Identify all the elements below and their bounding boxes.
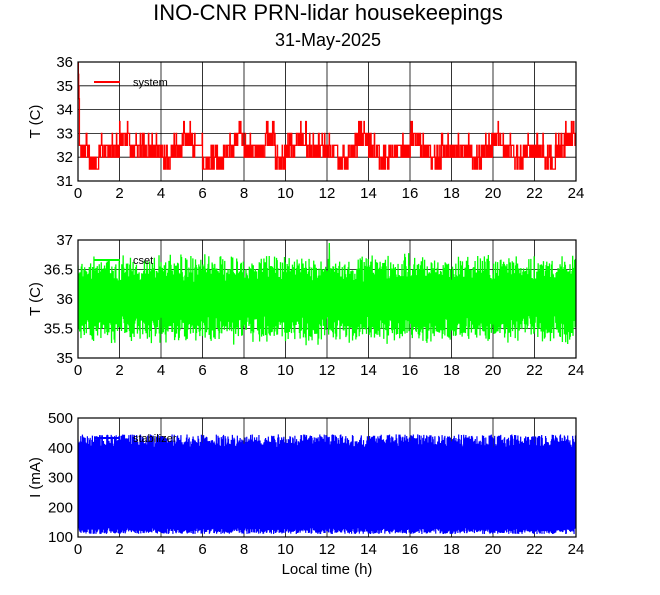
series-line-stabilizer [78,434,576,535]
y-tick-label: 100 [48,529,73,546]
legend-label-system: system [133,77,168,89]
x-tick-label: 16 [402,541,419,558]
y-axis-label: T (C) [27,282,44,316]
plot-area [78,434,576,535]
x-tick-label: 6 [198,541,206,558]
x-tick-label: 4 [157,185,165,202]
y-tick-label: 300 [48,470,73,487]
x-tick-label: 10 [277,185,294,202]
x-tick-label: 0 [74,362,82,379]
x-tick-label: 22 [526,362,543,379]
x-tick-label: 20 [485,541,502,558]
y-tick-label: 34 [56,102,73,119]
x-tick-label: 24 [568,185,585,202]
x-tick-label: 10 [277,362,294,379]
y-tick-label: 36 [56,54,73,71]
x-tick-label: 14 [360,362,377,379]
y-tick-label: 35 [56,350,73,367]
x-tick-label: 20 [485,185,502,202]
x-tick-label: 24 [568,541,585,558]
y-axis-label: I (mA) [27,457,44,498]
y-tick-label: 36 [56,291,73,308]
y-tick-label: 200 [48,499,73,516]
y-tick-label: 33 [56,125,73,142]
x-tick-label: 6 [198,185,206,202]
figure-title: INO-CNR PRN-lidar housekeepings [153,0,503,25]
x-tick-label: 8 [240,541,248,558]
y-tick-label: 37 [56,232,73,249]
y-tick-label: 400 [48,440,73,457]
y-tick-label: 32 [56,149,73,166]
series-line-system [78,62,576,170]
x-tick-label: 16 [402,185,419,202]
x-tick-label: 2 [115,185,123,202]
plot-frame [77,61,577,182]
y-tick-label: 31 [56,173,73,190]
x-tick-label: 0 [74,185,82,202]
x-tick-label: 8 [240,362,248,379]
x-tick-label: 6 [198,362,206,379]
plot-frame [77,239,577,359]
x-tick-label: 14 [360,185,377,202]
x-tick-label: 22 [526,541,543,558]
series-line-cset [78,242,576,346]
x-tick-label: 18 [443,362,460,379]
y-tick-label: 35 [56,78,73,95]
plot-area [78,62,576,170]
x-tick-label: 18 [443,541,460,558]
x-tick-label: 20 [485,362,502,379]
plot-area [78,242,576,346]
x-tick-label: 16 [402,362,419,379]
x-tick-label: 22 [526,185,543,202]
x-tick-label: 10 [277,541,294,558]
x-axis-label: Local time (h) [282,561,373,578]
x-tick-label: 2 [115,541,123,558]
x-tick-label: 14 [360,541,377,558]
x-tick-label: 8 [240,185,248,202]
x-tick-label: 18 [443,185,460,202]
x-tick-label: 12 [319,541,336,558]
x-tick-label: 24 [568,362,585,379]
x-tick-label: 4 [157,362,165,379]
legend-label-stabilizer: stabilizer [133,433,177,445]
x-tick-label: 12 [319,185,336,202]
x-tick-label: 4 [157,541,165,558]
plot-frame [77,417,577,538]
legend-label-cset: cset [133,255,153,267]
x-tick-label: 2 [115,362,123,379]
y-tick-label: 36.5 [44,262,73,279]
figure-subtitle: 31-May-2025 [275,30,381,50]
y-tick-label: 35.5 [44,321,73,338]
y-tick-label: 500 [48,410,73,427]
x-tick-label: 12 [319,362,336,379]
x-tick-label: 0 [74,541,82,558]
y-axis-label: T (C) [27,105,44,139]
